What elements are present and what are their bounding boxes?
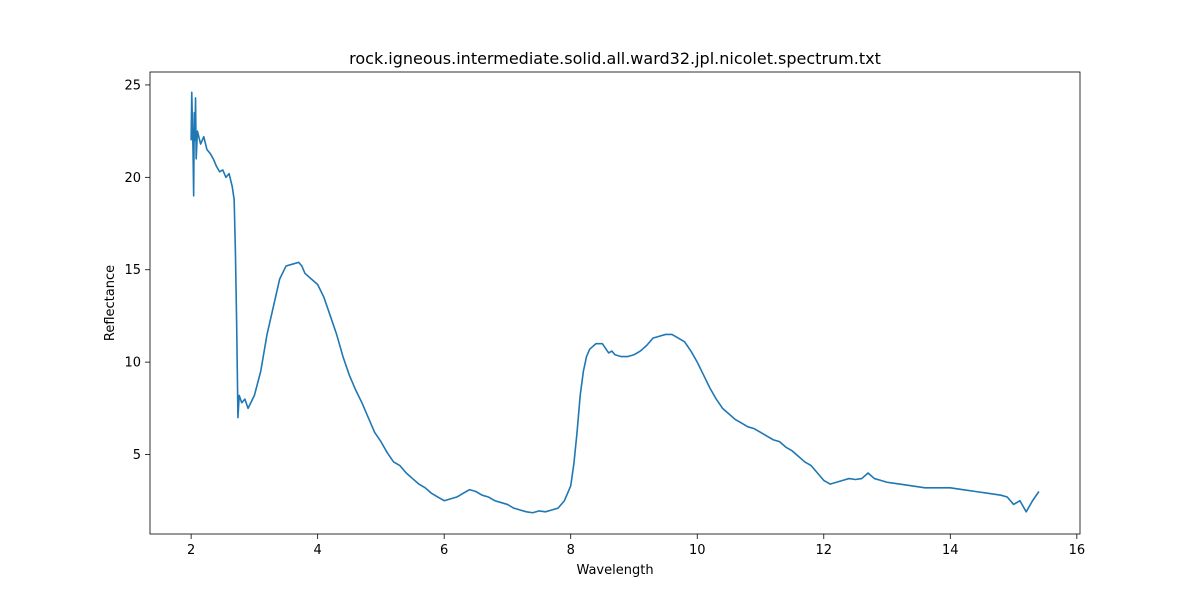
x-tick-label: 10 xyxy=(689,543,706,558)
spectrum-line xyxy=(190,91,1040,514)
x-tick-label: 6 xyxy=(440,543,448,558)
spectrum-series xyxy=(190,91,1040,514)
y-tick-label: 5 xyxy=(133,448,141,463)
y-tick-label: 25 xyxy=(124,78,141,93)
x-tick-label: 2 xyxy=(187,543,195,558)
y-tick-label: 10 xyxy=(124,356,141,371)
plot-area xyxy=(150,72,1080,534)
y-tick-label: 20 xyxy=(124,171,141,186)
y-axis-label: Reflectance xyxy=(103,265,118,341)
chart-title: rock.igneous.intermediate.solid.all.ward… xyxy=(349,49,881,68)
x-tick-label: 4 xyxy=(314,543,322,558)
x-tick-label: 12 xyxy=(816,543,833,558)
x-axis-ticks: 2 4 6 8 10 12 14 16 xyxy=(187,534,1085,558)
x-tick-label: 8 xyxy=(567,543,575,558)
x-tick-label: 16 xyxy=(1069,543,1086,558)
y-tick-label: 15 xyxy=(124,263,141,278)
plot-frame xyxy=(149,71,1081,535)
x-axis-label: Wavelength xyxy=(576,563,653,578)
x-tick-label: 14 xyxy=(942,543,959,558)
y-axis-ticks: 5 10 15 20 25 xyxy=(124,78,150,463)
